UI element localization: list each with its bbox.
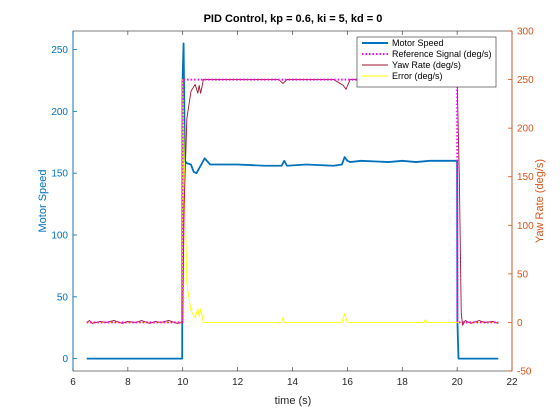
legend-label: Reference Signal (deg/s) xyxy=(392,49,492,59)
y-right-tick-label: 0 xyxy=(517,318,523,329)
x-tick-label: 12 xyxy=(232,377,244,388)
y-right-tick-label: 150 xyxy=(517,172,534,183)
x-tick-label: 16 xyxy=(342,377,354,388)
x-tick-label: 20 xyxy=(452,377,464,388)
x-tick-label: 6 xyxy=(70,377,76,388)
y-axis-left-label: Motor Speed xyxy=(37,170,49,233)
x-axis-label: time (s) xyxy=(275,395,312,407)
x-tick-label: 18 xyxy=(397,377,409,388)
series-line-yaw-rate-deg-s xyxy=(86,79,499,326)
y-left-tick-label: 100 xyxy=(51,231,68,242)
x-tick-label: 14 xyxy=(287,377,299,388)
x-tick-label: 10 xyxy=(177,377,189,388)
x-axis: 6 8 10 12 14 16 18 20 22 xyxy=(70,31,518,388)
legend-label: Error (deg/s) xyxy=(392,71,443,81)
y-right-tick-label: -50 xyxy=(517,367,532,378)
y-right-tick-label: 300 xyxy=(517,27,534,38)
y-left-tick-label: 250 xyxy=(51,45,68,56)
y-axis-left: 0 50 100 150 200 250 xyxy=(51,31,77,371)
chart-title: PID Control, kp = 0.6, ki = 5, kd = 0 xyxy=(204,13,383,25)
x-tick-label: 8 xyxy=(125,377,131,388)
legend-label: Yaw Rate (deg/s) xyxy=(392,60,461,70)
x-tick-label: 22 xyxy=(506,377,518,388)
plot-background xyxy=(73,31,512,371)
plot-area xyxy=(72,30,513,372)
y-left-tick-label: 200 xyxy=(51,107,68,118)
y-axis-right: -50 0 50 100 150 200 250 300 xyxy=(508,27,534,378)
legend-label: Motor Speed xyxy=(392,38,444,48)
y-right-tick-label: 100 xyxy=(517,221,534,232)
y-left-tick-label: 0 xyxy=(62,354,68,365)
y-left-tick-label: 50 xyxy=(57,292,69,303)
series-line-motor-speed xyxy=(86,42,499,360)
y-right-tick-label: 250 xyxy=(517,75,534,86)
y-right-tick-label: 200 xyxy=(517,124,534,135)
y-axis-right-label: Yaw Rate (deg/s) xyxy=(534,159,546,243)
series-line-error-deg-s xyxy=(86,79,499,323)
legend-box xyxy=(356,36,497,88)
y-right-tick-label: 50 xyxy=(517,269,529,280)
series-layer xyxy=(86,42,499,360)
y-left-tick-label: 150 xyxy=(51,169,68,180)
